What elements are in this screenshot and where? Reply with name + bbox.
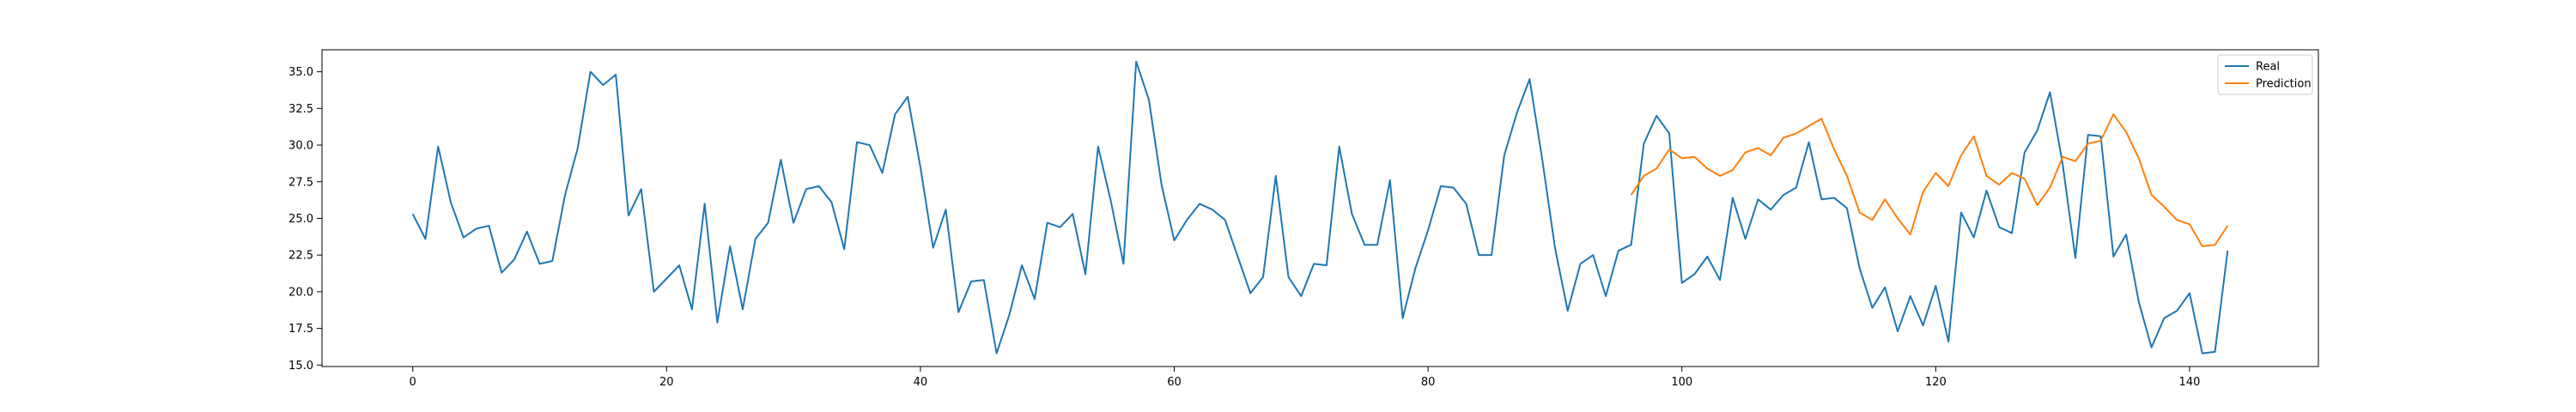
x-tick-label: 20 [659, 376, 674, 389]
legend: Real Prediction [2217, 54, 2313, 95]
y-tick-label: 30.0 [289, 140, 313, 153]
y-axis: 15.0 17.5 20.0 22.5 25.0 27.5 30.0 32.5 35.0 [289, 66, 322, 373]
y-tick-label: 22.5 [289, 250, 313, 263]
x-tick-label: 140 [2179, 376, 2201, 389]
legend-box [2217, 54, 2313, 95]
x-tick-label: 40 [914, 376, 928, 389]
x-tick-label: 120 [1925, 376, 1947, 389]
x-axis: 0 20 40 60 80 100 120 140 [410, 367, 2201, 389]
series-line-real [411, 60, 2229, 354]
plot-frame [321, 49, 2319, 367]
y-tick-label: 32.5 [289, 103, 313, 116]
series-line-prediction [1630, 113, 2229, 247]
y-tick-label: 27.5 [289, 176, 313, 189]
x-tick-label: 80 [1421, 376, 1436, 389]
x-tick-label: 100 [1671, 376, 1692, 389]
legend-label-prediction: Prediction [2256, 78, 2312, 91]
y-tick-label: 17.5 [289, 323, 313, 336]
x-tick-label: 60 [1167, 376, 1182, 389]
y-tick-label: 35.0 [289, 66, 313, 79]
y-tick-label: 20.0 [289, 286, 313, 299]
y-tick-label: 25.0 [289, 213, 313, 226]
x-tick-label: 0 [410, 376, 416, 389]
legend-label-real: Real [2256, 61, 2280, 74]
y-tick-label: 15.0 [289, 360, 313, 373]
series-layer [411, 60, 2229, 354]
